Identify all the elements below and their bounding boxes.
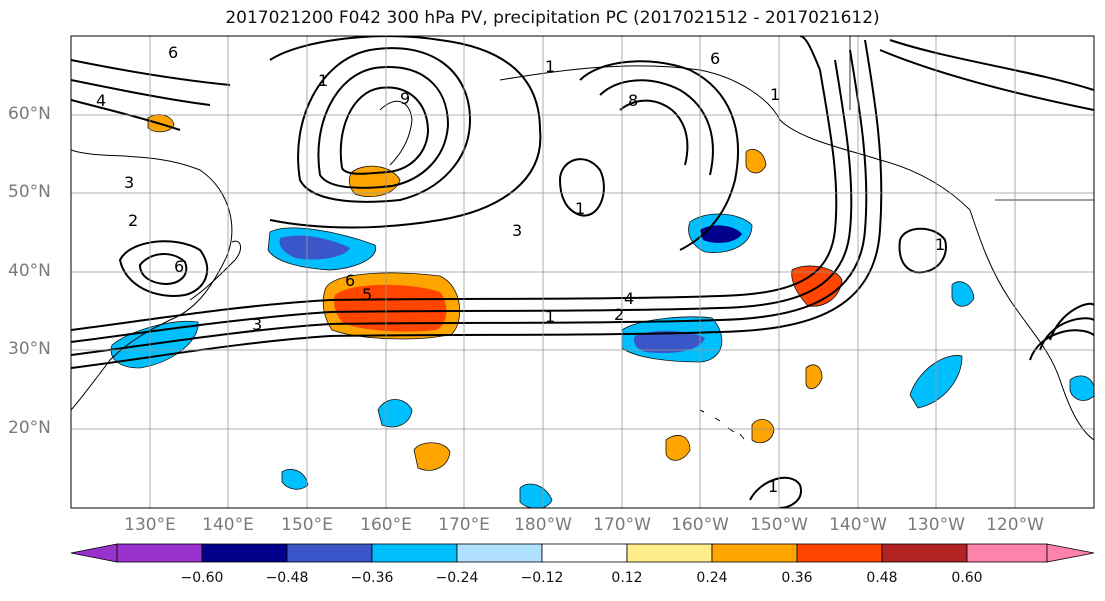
precip-blob-negative-small-s (281, 468, 309, 490)
colorbar-segment (966, 543, 1048, 563)
precip-blob-negative-north-core (279, 235, 350, 260)
lon-label: 130°W (907, 515, 965, 535)
contour-label: 6 (174, 257, 184, 276)
contour-label: 1 (545, 307, 555, 326)
lon-label: 170°W (593, 515, 651, 535)
contour-label: 6 (168, 43, 178, 62)
colorbar-segment (371, 543, 458, 563)
colorbar-segment (201, 543, 288, 563)
precip-blob-positive-gulf (745, 148, 767, 174)
contour-label: 3 (512, 221, 522, 240)
lon-label: 150°E (281, 515, 333, 535)
coast-n-america (969, 209, 1094, 441)
colorbar-extend-high (1046, 543, 1095, 563)
lon-label: 140°E (202, 515, 254, 535)
colorbar-label: −0.48 (265, 570, 309, 586)
colorbar-label: −0.36 (350, 570, 394, 586)
lat-label: 40°N (8, 261, 51, 281)
pv-contours (71, 36, 1094, 508)
colorbar-label: 0.36 (781, 570, 813, 586)
contour-label: 3 (252, 315, 262, 334)
colorbar-segment (456, 543, 543, 563)
contour-label: 3 (124, 173, 134, 192)
colorbar-extend-low (70, 543, 118, 563)
contour-label: 1 (770, 85, 780, 104)
colorbar-label: 0.60 (951, 570, 983, 586)
lat-label: 60°N (8, 104, 51, 124)
lon-label: 130°E (124, 515, 176, 535)
lon-label: 160°E (360, 515, 412, 535)
contour-label: 1 (575, 199, 585, 218)
gridlines (71, 36, 1094, 508)
contour-label: 6 (345, 271, 355, 290)
hawaii-islands (699, 409, 745, 440)
lon-label: 160°W (671, 515, 729, 535)
contour-label: 1 (545, 57, 555, 76)
colorbar-segment (626, 543, 713, 563)
precip-blob-negative-west-us (951, 281, 975, 307)
precip-blob-negative-se (519, 483, 553, 508)
colorbar-label: 0.24 (696, 570, 728, 586)
coast-kamchatka (379, 100, 413, 166)
lat-label: 20°N (8, 418, 51, 438)
colorbar-segment (116, 543, 203, 563)
colorbar (70, 543, 1095, 563)
colorbar-segment (711, 543, 798, 563)
lon-label: 170°E (438, 515, 490, 535)
precip-blob-positive-hawaii (751, 419, 775, 444)
contour-label: 4 (624, 289, 634, 308)
colorbar-label: 0.48 (866, 570, 898, 586)
precip-blob-negative-alaska-core (700, 225, 742, 243)
precip-blob-negative-sw (377, 399, 413, 428)
precip-blob-positive-far-s (665, 435, 691, 461)
precip-blob-negative-coast-s (1069, 375, 1094, 401)
contour-labels: 6 4 1 3 2 6 5 3 1 4 2 6 9 1 1 3 6 8 1 1 … (96, 43, 945, 496)
precip-anomalies (110, 114, 1094, 508)
map-title: 2017021200 F042 300 hPa PV, precipitatio… (225, 8, 880, 28)
lat-label: 50°N (8, 182, 51, 202)
lon-label: 150°W (750, 515, 808, 535)
colorbar-label: −0.60 (180, 570, 224, 586)
lon-label: 140°W (829, 515, 887, 535)
coastlines (71, 36, 1094, 441)
colorbar-label: −0.12 (520, 570, 564, 586)
contour-label: 8 (628, 91, 638, 110)
precip-blob-positive-s (413, 442, 451, 471)
coast-alaska (499, 65, 971, 211)
colorbar-segment (796, 543, 883, 563)
contour-label: 1 (318, 71, 328, 90)
colorbar-segment (881, 543, 968, 563)
coast-asia (71, 149, 233, 411)
contour-label: 1 (935, 235, 945, 254)
contour-label: 6 (710, 49, 720, 68)
map-frame (70, 35, 1095, 509)
colorbar-label: 0.12 (611, 570, 643, 586)
lat-label: 30°N (8, 339, 51, 359)
contour-label: 1 (768, 477, 778, 496)
precip-blob-negative-center-core (633, 330, 705, 354)
contour-label: 2 (128, 211, 138, 230)
contour-label: 4 (96, 91, 106, 110)
contour-label: 2 (614, 305, 624, 324)
precip-blob-positive-small (805, 364, 823, 390)
contour-label: 5 (362, 285, 372, 304)
lon-label: 120°W (986, 515, 1044, 535)
colorbar-label: −0.24 (435, 570, 479, 586)
precip-blob-positive-core (334, 284, 447, 332)
contour-label: 9 (400, 89, 410, 108)
colorbar-segment (286, 543, 373, 563)
colorbar-segment (541, 543, 628, 563)
coast-japan (189, 240, 242, 301)
lon-label: 180°W (514, 515, 572, 535)
